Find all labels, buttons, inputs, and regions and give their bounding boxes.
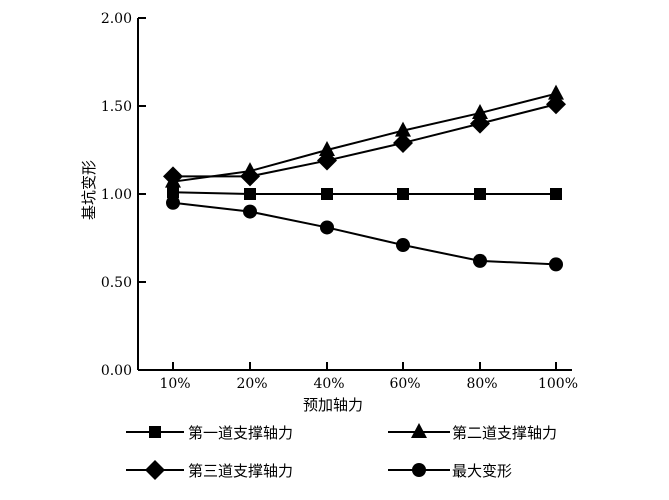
- series-diamond: [163, 94, 566, 187]
- legend-label: 第一道支撑轴力: [188, 424, 293, 442]
- series-line: [172, 92, 557, 183]
- series-triangle: [165, 84, 564, 188]
- data-point: [243, 204, 257, 219]
- series-layer: [163, 84, 566, 272]
- data-point: [166, 195, 180, 210]
- data-point: [395, 121, 411, 137]
- y-axis-title: 基坑变形: [80, 160, 98, 220]
- x-axis-title: 预加轴力: [303, 396, 363, 414]
- y-tick-label: 0.00: [101, 363, 132, 379]
- series-line: [172, 191, 556, 195]
- y-tick-label: 2.00: [101, 11, 132, 27]
- data-point: [548, 84, 564, 100]
- data-point: [320, 220, 334, 235]
- data-point: [473, 253, 487, 268]
- data-point: [396, 238, 410, 253]
- data-point: [244, 188, 256, 200]
- legend-item: 第二道支撑轴力: [388, 423, 557, 442]
- data-point: [472, 104, 488, 120]
- data-point: [240, 166, 260, 187]
- data-point: [319, 141, 335, 156]
- data-point: [393, 132, 413, 153]
- y-tick-label: 0.50: [101, 275, 132, 291]
- x-tick-label: 40%: [313, 376, 344, 392]
- data-point: [550, 188, 562, 200]
- data-point: [167, 186, 179, 199]
- data-point: [163, 166, 183, 187]
- axes: 0.00 0.50 1.00 1.50 2.00 10% 20% 40% 60% 80% 100%: [101, 11, 578, 392]
- data-point: [549, 257, 563, 272]
- legend-marker: [411, 423, 427, 438]
- legend-marker: [145, 460, 165, 480]
- legend-item: 第一道支撑轴力: [126, 424, 293, 442]
- data-point: [397, 188, 409, 200]
- x-tick-label: 100%: [538, 376, 578, 392]
- legend-marker: [149, 426, 161, 438]
- data-point: [474, 188, 486, 200]
- x-tick-label: 20%: [236, 376, 267, 392]
- data-point: [546, 94, 566, 115]
- data-point: [470, 113, 490, 134]
- data-point: [321, 188, 333, 200]
- legend-item: 第三道支撑轴力: [126, 460, 293, 480]
- y-tick-label: 1.50: [101, 99, 132, 115]
- series-line: [172, 201, 557, 266]
- data-point: [317, 150, 337, 171]
- legend-label: 第三道支撑轴力: [188, 462, 293, 480]
- y-tick-label: 1.00: [101, 187, 132, 203]
- series-line: [173, 103, 557, 178]
- legend-marker: [412, 463, 426, 477]
- x-tick-label: 60%: [389, 376, 420, 392]
- legend-label: 最大变形: [452, 462, 512, 480]
- x-tick-label: 10%: [159, 376, 190, 392]
- legend-label: 第二道支撑轴力: [452, 424, 557, 442]
- legend-item: 最大变形: [388, 462, 512, 480]
- series-square: [167, 186, 562, 200]
- series-circle: [166, 195, 563, 272]
- x-tick-label: 80%: [466, 376, 497, 392]
